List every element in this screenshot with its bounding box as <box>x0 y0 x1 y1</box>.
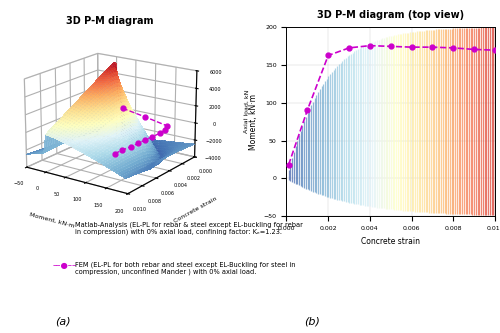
X-axis label: Moment, kN·m: Moment, kN·m <box>29 211 75 228</box>
Title: 3D P-M diagram (top view): 3D P-M diagram (top view) <box>317 10 464 20</box>
Y-axis label: Moment, kN·m: Moment, kN·m <box>249 94 258 150</box>
Title: 3D P-M diagram: 3D P-M diagram <box>66 16 153 26</box>
Text: FEM (EL-PL for both rebar and steel except EL-Buckling for steel in
compression,: FEM (EL-PL for both rebar and steel exce… <box>75 261 296 275</box>
Text: Matlab-Analysis (EL-PL for rebar & steel except EL-buckling for rebar
in compres: Matlab-Analysis (EL-PL for rebar & steel… <box>75 221 303 235</box>
Text: (a): (a) <box>54 316 70 326</box>
Y-axis label: Concrete strain: Concrete strain <box>173 196 218 224</box>
Text: (b): (b) <box>304 316 320 326</box>
X-axis label: Concrete strain: Concrete strain <box>361 237 420 246</box>
Text: ––●––: ––●–– <box>52 261 77 270</box>
